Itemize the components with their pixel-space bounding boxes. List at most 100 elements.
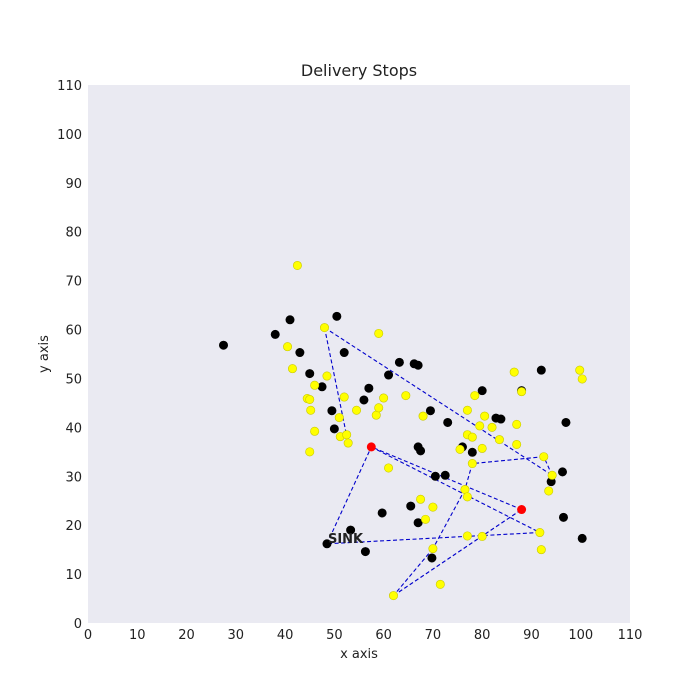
stop-point-s1-22 <box>384 463 394 473</box>
x-tick-label-0: 0 <box>84 628 92 643</box>
stop-point-s1-1 <box>283 342 293 352</box>
route-segment-2 <box>472 456 544 465</box>
x-tick-label-40: 40 <box>277 628 294 643</box>
stop-point-s1-53 <box>536 545 546 555</box>
stop-point-s0-13 <box>394 357 404 367</box>
stop-point-s0-30 <box>557 467 567 477</box>
stop-point-s1-23 <box>418 411 428 421</box>
y-tick-label-20: 20 <box>65 519 82 534</box>
stop-point-s0-28 <box>536 365 546 375</box>
stop-point-s1-8 <box>306 405 316 415</box>
stop-point-s1-32 <box>477 443 487 453</box>
stop-point-s1-0 <box>292 260 302 270</box>
x-axis-ticks: 0 10 20 30 40 50 60 70 80 90 100 110 <box>84 628 643 643</box>
y-axis-ticks: 0 10 20 30 40 50 60 70 80 90 100 110 <box>57 79 82 632</box>
stop-point-s1-20 <box>374 328 384 338</box>
x-tick-label-70: 70 <box>425 628 442 643</box>
stop-point-s0-19 <box>416 446 426 456</box>
stop-point-s0-2 <box>285 315 295 325</box>
y-tick-label-70: 70 <box>65 275 82 290</box>
y-tick-label-80: 80 <box>65 226 82 241</box>
y-tick-label-50: 50 <box>65 372 82 387</box>
stop-point-s0-5 <box>317 382 327 392</box>
stop-point-s0-38 <box>413 518 423 528</box>
stop-point-s1-10 <box>305 447 315 457</box>
x-tick-label-10: 10 <box>129 628 146 643</box>
stop-point-s0-21 <box>440 470 450 480</box>
stop-point-s2-0 <box>366 442 376 452</box>
stop-point-s1-45 <box>462 492 472 502</box>
stop-point-s1-14 <box>342 430 352 440</box>
stop-point-s1-35 <box>512 419 522 429</box>
stop-point-s2-1 <box>517 505 527 515</box>
stop-point-s1-34 <box>494 435 504 445</box>
stop-point-s1-16 <box>352 405 362 415</box>
stop-point-s0-0 <box>219 340 229 350</box>
stop-point-s0-37 <box>406 501 416 511</box>
stop-point-s0-33 <box>577 533 587 543</box>
x-tick-label-50: 50 <box>326 628 343 643</box>
stop-point-s1-51 <box>477 531 487 541</box>
stop-point-s1-26 <box>470 391 480 401</box>
stop-point-s1-4 <box>322 371 332 381</box>
x-tick-label-30: 30 <box>228 628 245 643</box>
stop-point-s1-3 <box>320 323 330 333</box>
stop-point-s1-52 <box>535 528 545 538</box>
stop-point-s0-26 <box>496 414 506 424</box>
stop-point-s0-17 <box>443 417 453 427</box>
stop-point-s0-3 <box>295 348 305 358</box>
y-tick-label-0: 0 <box>74 617 82 632</box>
stop-point-s1-28 <box>467 432 477 442</box>
stop-point-s1-30 <box>480 411 490 421</box>
stop-point-s1-42 <box>575 365 585 375</box>
stop-point-s1-55 <box>388 591 398 601</box>
stop-point-s0-7 <box>339 348 349 358</box>
stop-point-s1-7 <box>305 394 315 404</box>
stop-point-s1-54 <box>435 579 445 589</box>
stop-point-s0-15 <box>413 360 423 370</box>
stop-point-s0-36 <box>377 508 387 518</box>
stop-point-s0-29 <box>561 417 571 427</box>
stop-point-s1-38 <box>517 387 527 397</box>
route-segment-11 <box>323 327 349 444</box>
y-tick-label-100: 100 <box>57 128 82 143</box>
stop-point-s0-11 <box>359 395 369 405</box>
x-tick-label-80: 80 <box>474 628 491 643</box>
stop-point-s0-8 <box>327 406 337 416</box>
stop-point-s1-49 <box>428 544 438 554</box>
x-axis-label: x axis <box>340 647 378 662</box>
stop-point-s0-9 <box>329 424 339 434</box>
x-tick-label-110: 110 <box>618 628 643 643</box>
stop-point-s0-20 <box>430 471 440 481</box>
stop-point-s0-4 <box>305 369 315 379</box>
stop-point-s1-29 <box>475 421 485 431</box>
y-tick-label-60: 60 <box>65 324 82 339</box>
sink-label: SINK <box>328 532 364 547</box>
stop-point-s0-6 <box>332 311 342 321</box>
stop-point-s0-34 <box>346 525 356 535</box>
stop-point-s1-46 <box>416 494 426 504</box>
y-axis-label: y axis <box>37 335 52 373</box>
stop-point-s0-39 <box>427 553 437 563</box>
stop-point-s1-41 <box>544 486 554 496</box>
route-segment-5 <box>393 548 434 596</box>
stop-point-s1-9 <box>310 426 320 436</box>
stop-point-s1-12 <box>334 413 344 423</box>
stop-point-s1-43 <box>577 374 587 384</box>
stop-point-s1-50 <box>462 531 472 541</box>
x-tick-label-100: 100 <box>568 628 593 643</box>
stop-point-s1-19 <box>379 393 389 403</box>
stop-point-s0-40 <box>322 539 332 549</box>
route-segment-10 <box>326 446 372 544</box>
stop-point-s0-12 <box>384 370 394 380</box>
stop-point-s1-37 <box>509 367 519 377</box>
stop-point-s1-24 <box>455 444 465 454</box>
stop-point-s1-25 <box>462 405 472 415</box>
stop-point-s1-40 <box>547 470 557 480</box>
stop-point-s1-48 <box>421 514 431 524</box>
x-tick-label-20: 20 <box>178 628 195 643</box>
route-segment-4 <box>432 489 466 549</box>
stop-point-s0-32 <box>558 512 568 522</box>
stop-point-s1-33 <box>467 459 477 469</box>
